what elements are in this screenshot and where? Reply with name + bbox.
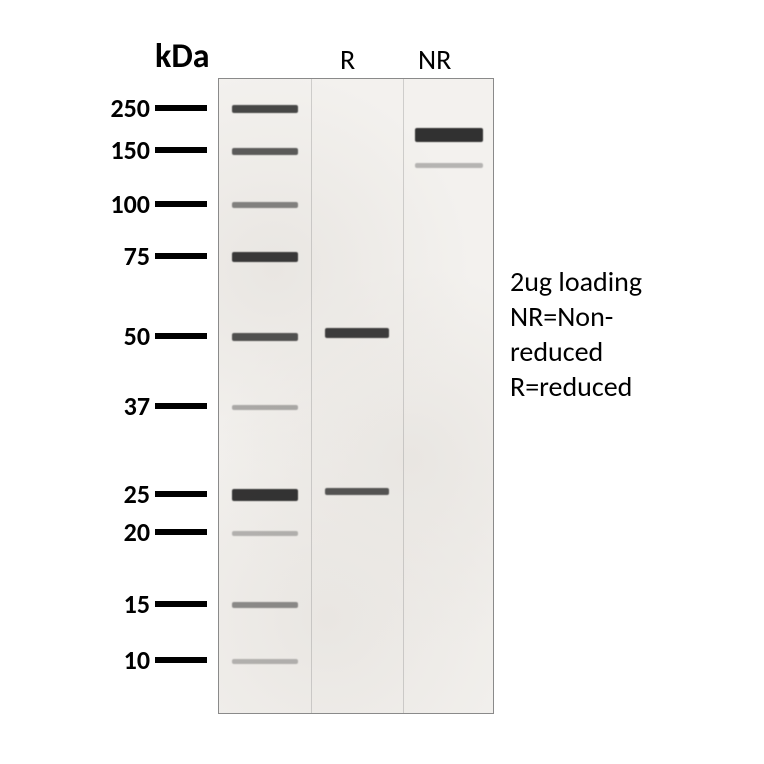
y-tick-label: 75: [124, 240, 150, 272]
y-tick-mark: [155, 147, 207, 153]
lane-divider: [403, 79, 404, 713]
gel-band: [415, 163, 483, 168]
lane-label-nr: NR: [418, 42, 451, 77]
lane-label-r: R: [340, 42, 355, 77]
y-tick-mark: [155, 491, 207, 497]
y-tick-label: 100: [110, 188, 150, 220]
legend-line-1: 2ug loading: [510, 264, 642, 299]
legend-line-3: reduced: [510, 334, 642, 369]
gel-band: [415, 128, 483, 142]
gel-figure: kDa R NR 250 150 100 75 50 37 25 20 15 10 2ug loa…: [0, 0, 764, 764]
y-tick-label: 15: [124, 588, 150, 620]
gel-inner: [219, 79, 493, 713]
y-axis-unit: kDa: [155, 36, 210, 77]
y-tick-mark: [155, 253, 207, 259]
legend-line-4: R=reduced: [510, 369, 642, 404]
gel-band: [232, 148, 298, 155]
gel-band: [232, 531, 298, 536]
gel-band: [232, 659, 298, 664]
lane-divider: [311, 79, 312, 713]
gel-band: [232, 405, 298, 410]
gel-band: [325, 328, 389, 338]
y-tick-label: 50: [124, 320, 150, 352]
legend-text: 2ug loading NR=Non- reduced R=reduced: [510, 264, 642, 404]
gel-band: [232, 333, 298, 341]
y-tick-mark: [155, 105, 207, 111]
y-tick-mark: [155, 403, 207, 409]
gel-area: [218, 78, 494, 714]
y-tick-mark: [155, 333, 207, 339]
gel-band: [232, 105, 298, 113]
y-tick-mark: [155, 657, 207, 663]
y-tick-mark: [155, 601, 207, 607]
legend-line-2: NR=Non-: [510, 299, 642, 334]
y-tick-label: 150: [110, 134, 150, 166]
y-tick-mark: [155, 529, 207, 535]
y-tick-label: 10: [124, 644, 150, 676]
y-tick-mark: [155, 201, 207, 207]
gel-band: [232, 252, 298, 262]
gel-band: [232, 602, 298, 608]
y-tick-label: 250: [110, 92, 150, 124]
gel-band: [232, 489, 298, 501]
y-tick-label: 20: [124, 516, 150, 548]
y-tick-label: 25: [124, 478, 150, 510]
y-tick-label: 37: [124, 390, 150, 422]
gel-band: [232, 202, 298, 208]
gel-band: [325, 488, 389, 495]
